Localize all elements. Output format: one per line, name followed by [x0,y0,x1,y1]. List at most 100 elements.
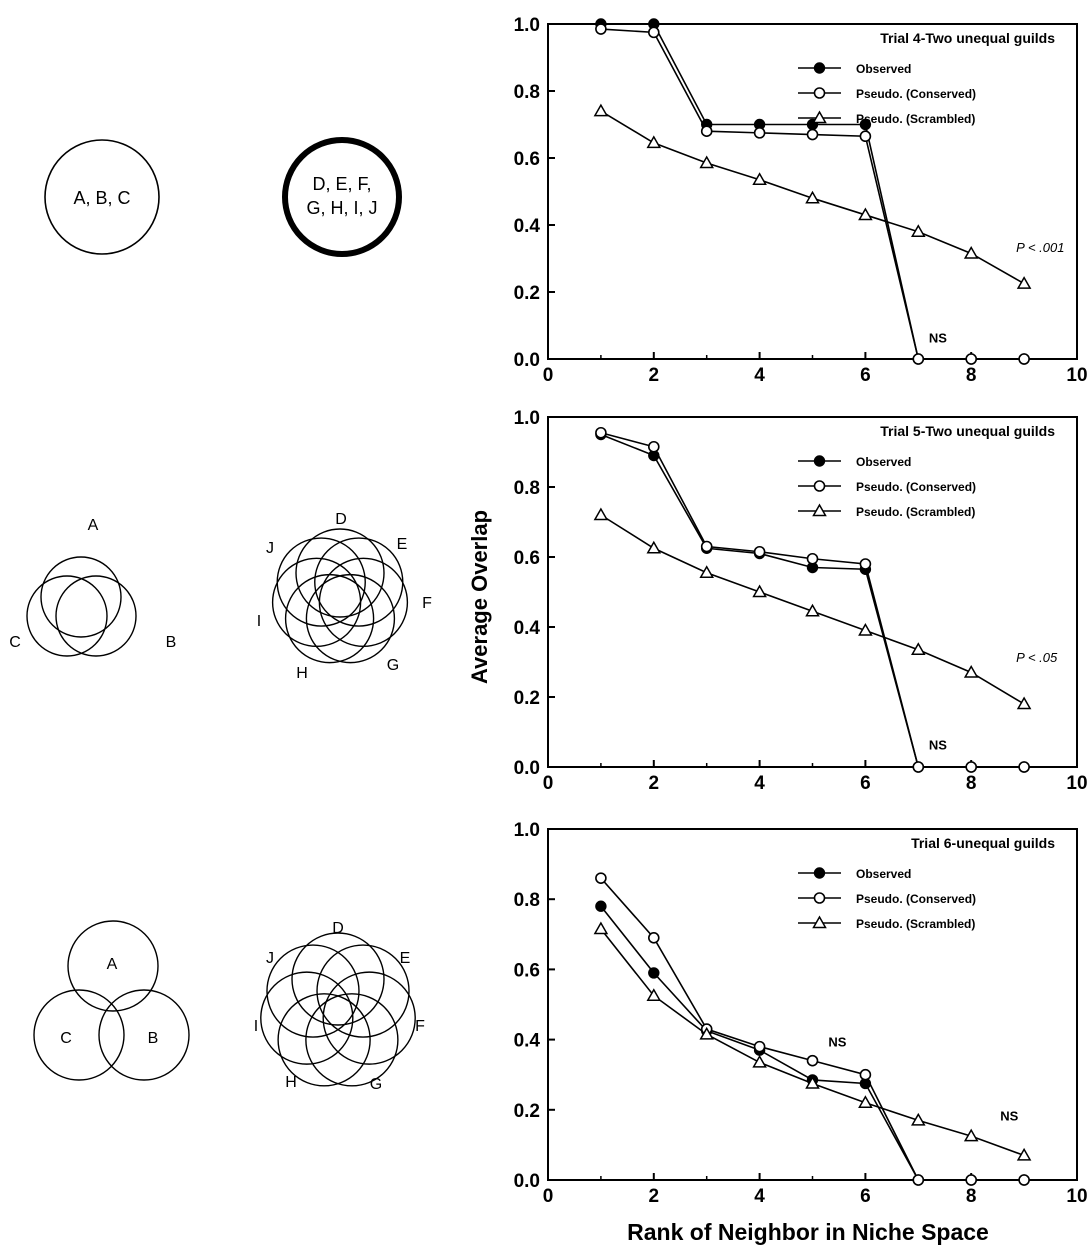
y-tick-label: 0.8 [514,82,540,103]
data-point-pseudo-conserved [595,872,607,884]
ring-cluster-d-j [271,528,409,664]
y-tick-label: 0.6 [514,960,540,981]
data-point-pseudo-scrambled [1016,1147,1032,1161]
letter-g: G [387,657,399,674]
legend-label-pseudo-scrambled: Pseudo. (Scrambled) [856,505,975,519]
data-point-pseudo-scrambled [646,540,662,554]
letter-d: D [332,920,344,937]
guild-circle-large [282,137,402,257]
niche-circle-g [305,993,399,1087]
y-tick-label: 1.0 [514,15,540,36]
data-point-pseudo-conserved [1018,353,1030,365]
data-point-pseudo-scrambled [963,1128,979,1142]
data-point-pseudo-conserved [806,1054,819,1067]
letter-h: H [285,1074,297,1091]
y-tick-label: 0.4 [514,618,541,639]
annotation-p-001: P < .001 [1016,240,1064,255]
data-point-pseudo-conserved [912,1174,925,1186]
data-point-pseudo-scrambled [858,207,873,221]
niche-circle-j [266,944,360,1038]
chart-title: Trial 5-Two unequal guilds [880,423,1055,439]
data-point-pseudo-scrambled [1016,276,1032,289]
niche-circle-a [40,556,122,638]
legend-label-pseudo-conserved: Pseudo. (Conserved) [856,892,976,906]
data-point-observed [648,967,660,979]
letter-f: F [415,1018,425,1035]
guild-label-dj-line1: D, E, F, [312,174,371,194]
data-point-pseudo-conserved [912,353,925,365]
data-point-pseudo-scrambled [963,245,979,259]
x-tick-label: 0 [543,773,554,794]
data-point-pseudo-conserved [859,558,872,570]
legend-marker-pseudo-scrambled [812,503,827,517]
x-tick-label: 10 [1066,365,1087,386]
x-tick-label: 2 [649,1186,660,1207]
legend-marker-pseudo-conserved [813,87,826,99]
series-line-pseudo-scrambled [600,928,1025,1157]
data-point-pseudo-scrambled [593,103,609,117]
y-tick-label: 0.4 [514,1031,541,1052]
y-tick-label: 0.0 [514,350,540,371]
letter-f: F [422,595,432,612]
niche-circle-a [67,920,159,1012]
x-tick-label: 4 [754,773,765,794]
chart-title: Trial 6-unequal guilds [911,835,1055,851]
data-point-pseudo-conserved [859,130,872,143]
y-tick-label: 1.0 [514,820,540,841]
legend-label-pseudo-conserved: Pseudo. (Conserved) [856,87,976,101]
data-point-pseudo-conserved [700,540,713,553]
x-tick-label: 6 [860,773,871,794]
niche-circle-i [260,971,354,1065]
x-axis-label: Rank of Neighbor in Niche Space [627,1219,989,1245]
annotation-p-05: P < .05 [1016,650,1058,665]
y-tick-label: 0.2 [514,283,540,304]
letter-d: D [335,511,347,528]
niche-circle-h [284,573,375,664]
data-point-pseudo-conserved [912,761,925,773]
data-point-pseudo-scrambled [858,622,873,636]
data-point-pseudo-scrambled [911,642,926,655]
letter-h: H [296,665,308,682]
legend-label-pseudo-scrambled: Pseudo. (Scrambled) [856,917,975,931]
niche-circle-g [305,573,396,664]
data-point-pseudo-scrambled [646,988,662,1001]
data-point-pseudo-conserved [965,353,978,365]
legend-label-observed: Observed [856,62,911,76]
niche-circle-d [291,932,385,1026]
data-point-pseudo-scrambled [1016,696,1032,710]
data-point-pseudo-scrambled [699,155,714,169]
x-tick-label: 4 [754,1186,765,1207]
x-tick-label: 2 [649,365,660,386]
niche-circle-d [295,528,385,618]
x-tick-label: 0 [543,365,554,386]
data-point-pseudo-scrambled [858,1095,873,1109]
data-point-pseudo-conserved [1018,761,1030,773]
guild-circle-small [44,139,160,255]
letter-b: B [148,1030,159,1047]
legend-marker-pseudo-conserved [813,480,826,492]
data-point-pseudo-scrambled [646,135,662,149]
legend-label-observed: Observed [856,455,911,469]
guild-diagram-trial-5: A B C D E F G H I J [9,511,432,682]
letter-c: C [60,1030,72,1047]
letter-a: A [107,956,118,973]
niche-circle-h [277,993,371,1087]
data-point-pseudo-conserved [753,545,766,558]
niche-circle-c [26,575,108,657]
y-tick-label: 0.6 [514,548,540,569]
data-point-pseudo-scrambled [699,565,714,578]
annotation-ns: NS [929,738,947,753]
legend-marker-pseudo-conserved [813,892,826,904]
data-point-pseudo-conserved [806,552,819,565]
x-tick-label: 10 [1066,773,1087,794]
niche-circle-e [316,944,410,1038]
legend-marker-observed [813,455,826,467]
data-point-pseudo-conserved [753,1040,766,1053]
legend-marker-pseudo-scrambled [812,110,827,124]
letter-j: J [266,540,274,557]
data-point-pseudo-conserved [595,426,607,439]
letter-e: E [397,536,408,553]
data-point-pseudo-conserved [647,440,660,453]
ring-cluster-d-j [260,932,416,1087]
